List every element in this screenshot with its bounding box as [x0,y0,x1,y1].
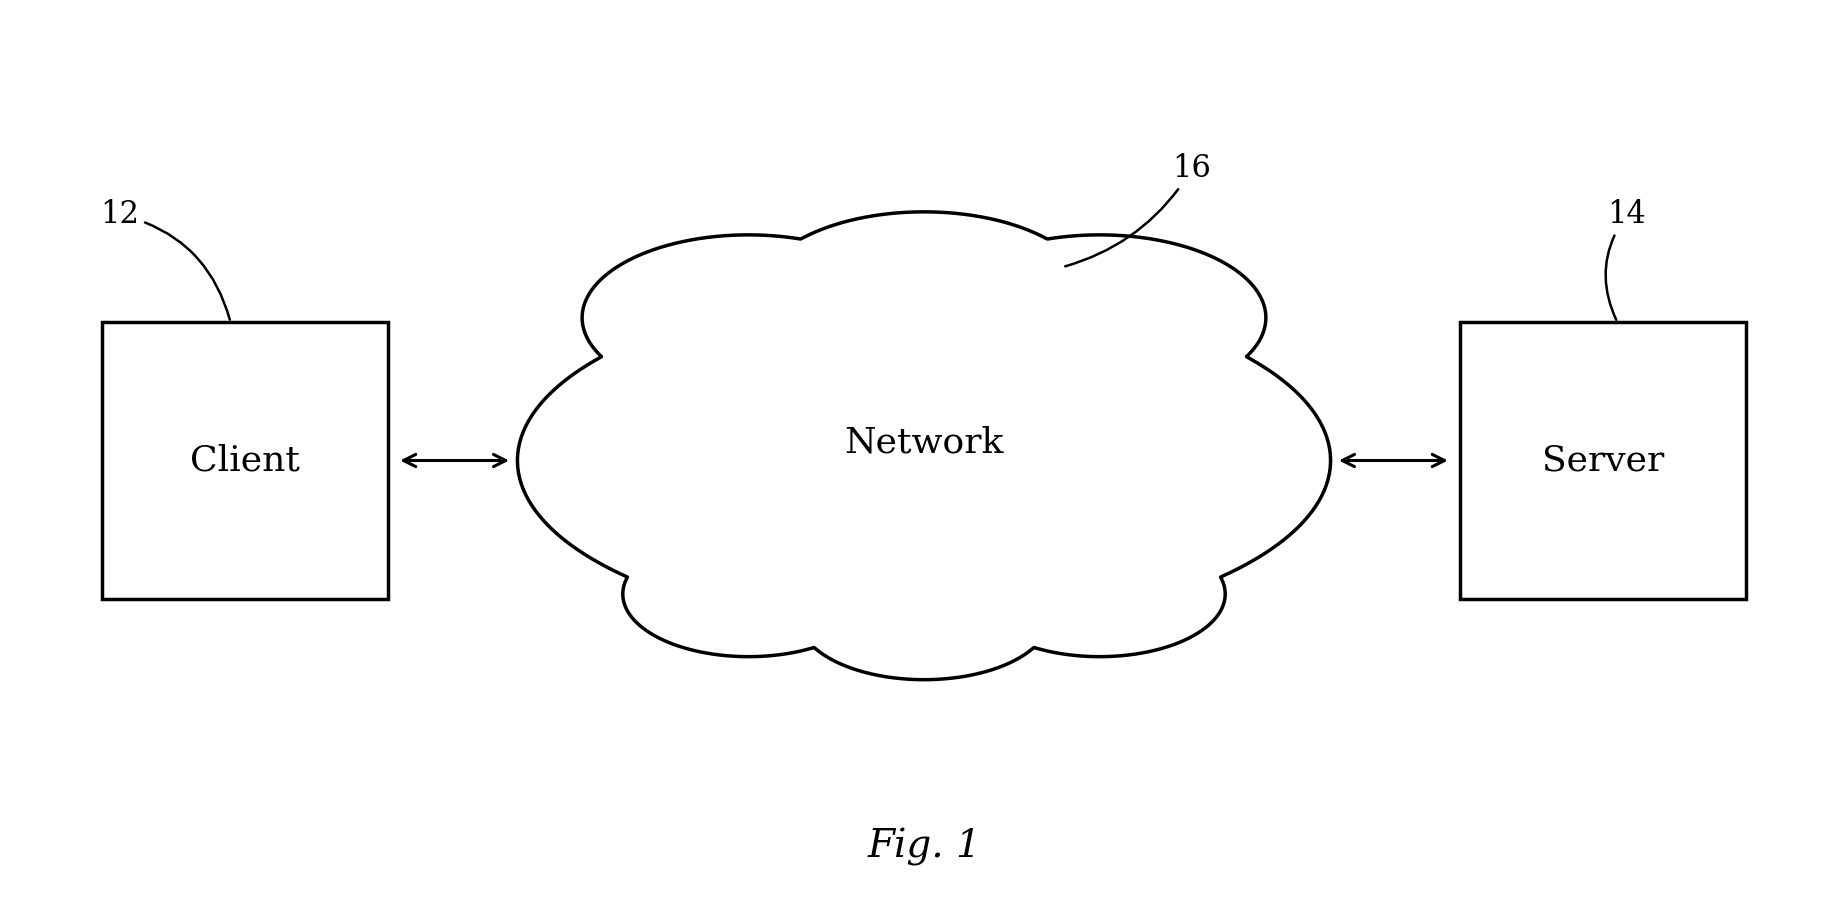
Bar [102,322,388,599]
Polygon shape [517,212,1331,680]
Text: Fig. 1: Fig. 1 [867,828,981,867]
Text: Network: Network [845,426,1003,459]
Text: 14: 14 [1606,199,1647,320]
Text: Server: Server [1541,444,1665,477]
Text: 12: 12 [100,199,229,320]
Bar [1460,322,1746,599]
Text: 16: 16 [1064,153,1212,266]
Text: Client: Client [190,444,299,477]
